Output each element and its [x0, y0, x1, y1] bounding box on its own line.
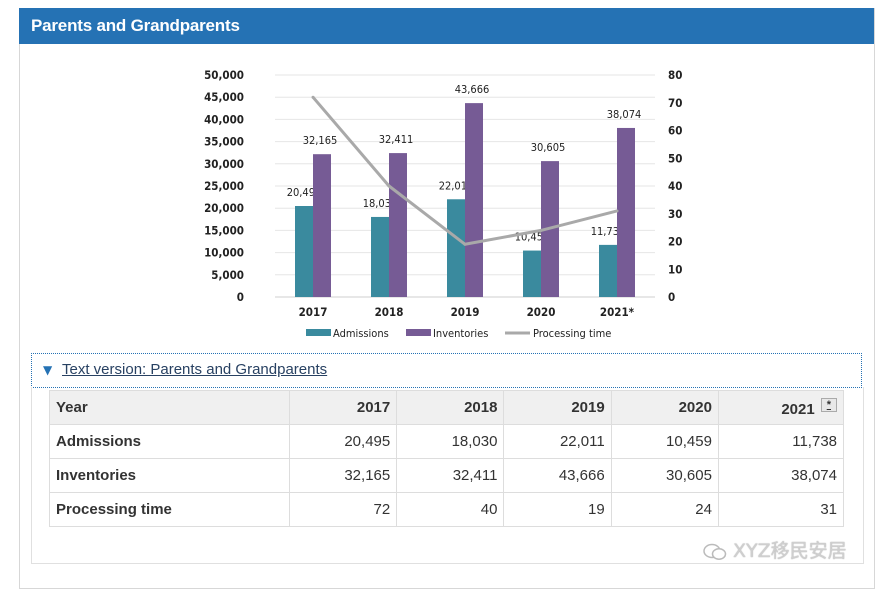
admissions-data-label: 20,495 [287, 186, 322, 199]
table-cell: 18,030 [396, 424, 505, 459]
header-2017: 2017 [288, 390, 398, 425]
y-left-tick-label: 20,000 [204, 201, 244, 215]
header-2020: 2020 [610, 390, 719, 425]
table-cell: 22,011 [503, 424, 612, 459]
y-right-tick-label: 60 [668, 124, 682, 138]
table-row: Processing time 72 40 19 24 31 [49, 492, 845, 527]
inventories-bar [617, 127, 635, 297]
table-cell: 38,074 [717, 458, 845, 493]
admissions-bar [295, 206, 313, 297]
table-cell: 10,459 [610, 424, 719, 459]
y-left-tick-label: 0 [237, 290, 244, 304]
panel-header: Parents and Grandparents [19, 8, 874, 44]
legend-swatch-inventories [406, 329, 431, 336]
table-container [31, 387, 864, 564]
header-2019: 2019 [503, 390, 612, 425]
chart: 0 5,000 10,000 15,000 20,000 25,000 30,000 35,0… [204, 68, 682, 340]
table-cell: 19 [503, 492, 612, 527]
row-label: Processing time [49, 492, 290, 527]
inventories-bar [465, 103, 483, 298]
row-label: Inventories [49, 458, 290, 493]
watermark-text: XYZ移民安居 [733, 540, 847, 562]
watermark: XYZ移民安居 [703, 536, 847, 563]
table-row: Admissions 20,495 18,030 22,011 10,459 1… [49, 424, 845, 459]
admissions-data-label: 22,011 [439, 179, 474, 192]
processing-time-point [387, 184, 391, 188]
inventories-data-label: 38,074 [607, 108, 642, 121]
y-left-tick-label: 45,000 [204, 90, 244, 104]
admissions-data-label: 18,030 [363, 197, 398, 210]
y-right-tick-label: 80 [668, 68, 682, 82]
table-cell: 24 [610, 492, 719, 527]
y-left-tick-label: 5,000 [211, 268, 244, 282]
table-cell: 40 [396, 492, 505, 527]
table-cell: 31 [717, 492, 845, 527]
x-tick-label: 2021* [600, 305, 635, 319]
admissions-bar [447, 199, 465, 297]
legend-swatch-admissions [306, 329, 331, 336]
inventories-bar [313, 154, 331, 297]
table-row: Inventories 32,165 32,411 43,666 30,605 … [49, 458, 845, 493]
legend-label-inventories: Inventories [433, 327, 488, 340]
inventories-data-label: 32,411 [379, 133, 414, 146]
y-right-tick-label: 0 [668, 290, 675, 304]
admissions-bar [523, 250, 541, 297]
x-tick-label: 2020 [527, 305, 556, 319]
y-right-tick-label: 40 [668, 179, 682, 193]
inventories-data-label: 32,165 [303, 134, 338, 147]
header-2018: 2018 [396, 390, 505, 425]
y-right-tick-label: 70 [668, 96, 682, 110]
y-right-tick-label: 30 [668, 207, 682, 221]
inventories-data-label: 30,605 [531, 141, 566, 154]
y-left-tick-label: 15,000 [204, 223, 244, 237]
footnote-link[interactable]: * [820, 397, 837, 412]
processing-time-point [311, 95, 315, 99]
table-cell: 72 [288, 492, 398, 527]
x-tick-label: 2017 [299, 305, 328, 319]
x-tick-label: 2019 [451, 305, 480, 319]
y-right-tick-label: 20 [668, 235, 682, 249]
y-right-tick-label: 50 [668, 151, 682, 165]
processing-time-point [463, 242, 467, 246]
table-cell: 30,605 [610, 458, 719, 493]
header-year: Year [49, 390, 290, 425]
table-header-row: Year 2017 2018 2019 2020 2021 * [49, 390, 845, 425]
y-left-tick-label: 10,000 [204, 246, 244, 260]
processing-time-point [539, 228, 543, 232]
table-cell: 32,165 [288, 458, 398, 493]
table-cell: 32,411 [396, 458, 505, 493]
legend-label-admissions: Admissions [333, 327, 389, 340]
table-cell: 20,495 [288, 424, 398, 459]
text-version-details[interactable]: ▼ Text version: Parents and Grandparents [31, 353, 862, 388]
wechat-icon [703, 543, 727, 560]
legend-label-processing: Processing time [533, 327, 611, 340]
admissions-data-label: 11,738 [591, 225, 626, 238]
text-version-link[interactable]: Text version: Parents and Grandparents [62, 361, 328, 378]
processing-time-point [615, 209, 619, 213]
data-table: Year 2017 2018 2019 2020 2021 * Admission… [49, 390, 845, 527]
panel-title: Parents and Grandparents [31, 16, 240, 35]
y-left-tick-label: 25,000 [204, 179, 244, 193]
table-cell: 43,666 [503, 458, 612, 493]
header-2021: 2021 * [717, 390, 845, 425]
expand-arrow-icon[interactable]: ▼ [43, 363, 53, 377]
y-left-tick-label: 50,000 [204, 68, 244, 82]
y-right-tick-label: 10 [668, 262, 682, 276]
inventories-data-label: 43,666 [455, 83, 490, 96]
header-2021-label: 2021 [781, 400, 815, 418]
admissions-bar [371, 216, 389, 297]
y-left-tick-label: 30,000 [204, 157, 244, 171]
admissions-bar [599, 244, 617, 297]
y-left-tick-label: 35,000 [204, 135, 244, 149]
x-tick-label: 2018 [375, 305, 404, 319]
table-cell: 11,738 [717, 424, 845, 459]
inventories-bar [389, 153, 407, 297]
row-label: Admissions [49, 424, 290, 459]
y-left-tick-label: 40,000 [204, 112, 244, 126]
